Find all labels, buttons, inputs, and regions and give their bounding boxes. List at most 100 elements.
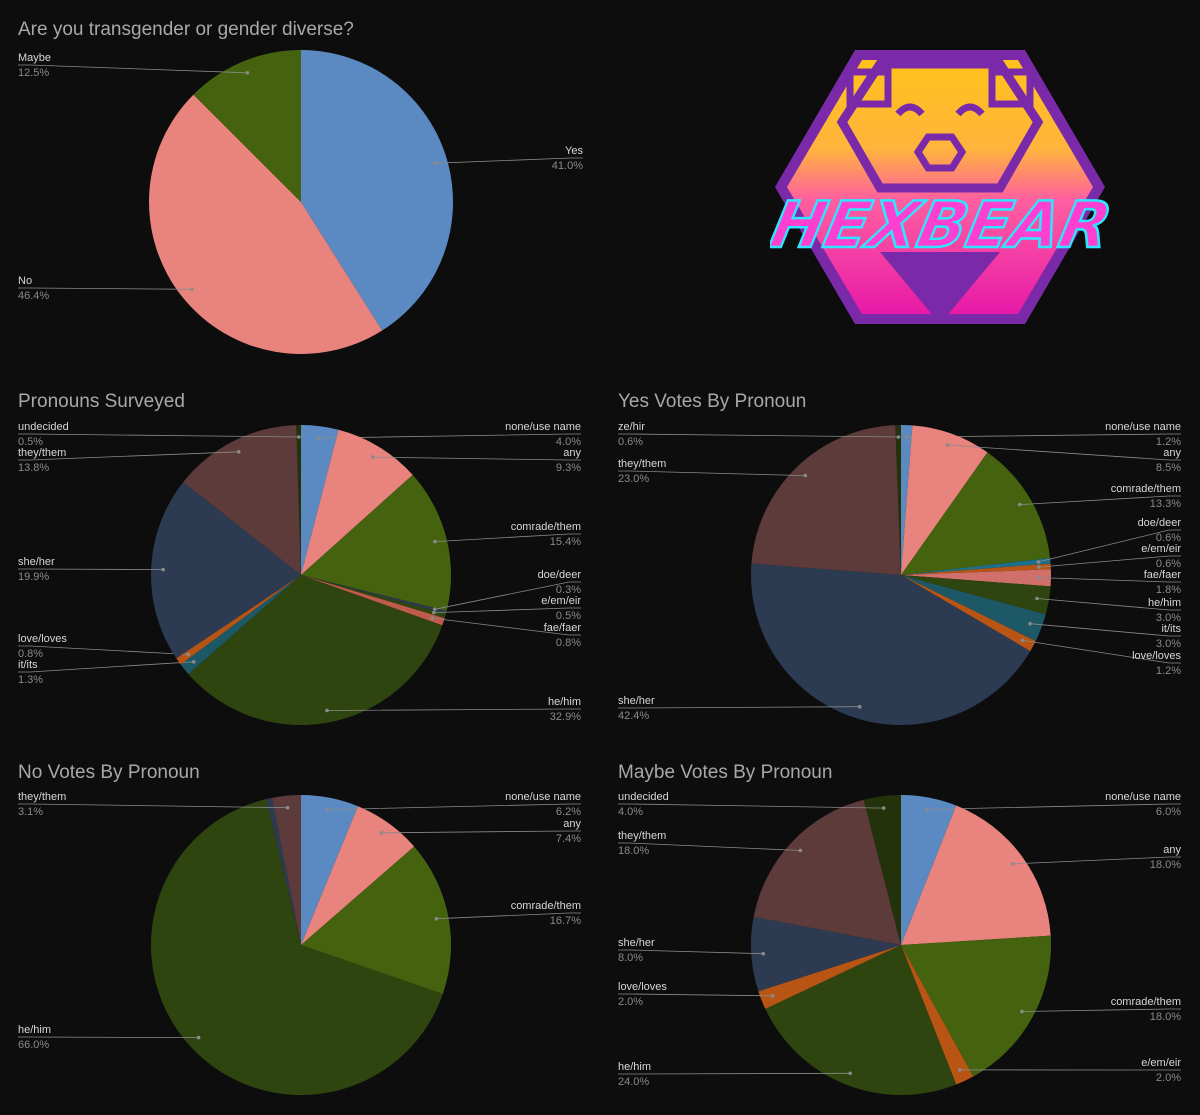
leader-line — [435, 157, 583, 164]
leader-line — [618, 993, 773, 997]
slice-label: Yes — [565, 145, 583, 157]
pie-slice-he-him — [150, 799, 443, 1096]
pie-slice-fae-faer — [901, 569, 1051, 587]
pie-slice-none-use-name — [301, 425, 339, 575]
leader-line — [1012, 856, 1181, 865]
leader-line — [618, 949, 764, 955]
slice-percent: 2.0% — [1156, 1072, 1181, 1084]
pie-slice-love-loves — [901, 575, 1036, 652]
slice-marker — [1020, 1009, 1024, 1014]
pie-slice-comrade-them — [901, 935, 1051, 1077]
slice-marker — [881, 806, 886, 810]
slice-label: she/her — [618, 937, 655, 949]
slice-label: any — [1163, 447, 1181, 459]
pie-slice-yes — [301, 50, 453, 331]
slice-percent: 6.0% — [1156, 806, 1181, 818]
pie-slice-he-him — [901, 575, 1051, 615]
slice-label: ze/hir — [618, 421, 645, 433]
leader-line — [318, 433, 581, 439]
leader-line — [432, 617, 581, 636]
hexbear-logo-text: HEXBEAR — [770, 189, 1110, 263]
slice-percent: 12.5% — [18, 67, 49, 79]
slice-percent: 8.0% — [618, 952, 643, 964]
slice-label: she/her — [18, 556, 55, 568]
pie-slice-any — [901, 805, 1051, 945]
slice-percent: 8.5% — [1156, 462, 1181, 474]
leader-line — [1038, 529, 1181, 563]
pie-slice-none-use-name — [901, 795, 957, 945]
pie-slice-love-loves — [176, 575, 301, 665]
slice-percent: 1.2% — [1156, 665, 1181, 677]
chart-transgender: Are you transgender or gender diverse? Ye… — [0, 0, 600, 372]
slice-percent: 0.8% — [556, 637, 581, 649]
pie-slice-they-them — [753, 799, 901, 945]
slice-percent: 6.2% — [556, 806, 581, 818]
slice-label: e/em/eir — [1141, 543, 1181, 555]
slice-marker — [770, 994, 775, 998]
slice-marker — [370, 455, 375, 459]
pie-slice-she-her — [751, 916, 901, 992]
slice-marker — [285, 805, 290, 810]
pie-slice-she-her — [150, 482, 301, 659]
chart-pronouns: Pronouns Surveyed none/use name 4.0% any 9.3… — [0, 372, 600, 744]
pie-slice-any — [301, 429, 413, 575]
leader-line — [18, 64, 248, 74]
leader-line — [381, 830, 581, 834]
slice-percent: 4.0% — [618, 806, 643, 818]
slice-percent: 0.6% — [1156, 532, 1181, 544]
slice-marker — [896, 435, 901, 439]
chart-yes-votes: Yes Votes By Pronoun none/use name 1.2% any… — [600, 372, 1200, 744]
slice-label: e/em/eir — [1141, 1057, 1181, 1069]
slice-label: he/him — [618, 1061, 651, 1073]
slice-label: doe/deer — [538, 569, 582, 581]
slice-label: comrade/them — [1111, 483, 1181, 495]
pie-slice-e-em-eir — [901, 563, 1051, 575]
pie-slice-comrade-them — [301, 474, 452, 611]
chart-no-votes: No Votes By Pronoun none/use name 6.2% any 7… — [0, 743, 600, 1115]
slice-marker — [325, 807, 330, 812]
slice-label: he/him — [18, 1024, 51, 1036]
slice-percent: 66.0% — [18, 1039, 49, 1051]
leader-line — [618, 1072, 851, 1075]
slice-percent: 23.0% — [618, 473, 649, 485]
slice-label: none/use name — [505, 791, 581, 803]
slice-percent: 32.9% — [550, 711, 581, 723]
slice-label: it/its — [18, 659, 38, 671]
leader-line — [906, 433, 1181, 438]
slice-percent: 0.8% — [18, 648, 43, 660]
slice-percent: 15.4% — [550, 536, 581, 548]
slice-percent: 2.0% — [618, 996, 643, 1008]
slice-percent: 7.4% — [556, 833, 581, 845]
pie-slice-none-use-name — [901, 425, 913, 575]
slice-marker — [1036, 560, 1041, 564]
chart-title: Yes Votes By Pronoun — [618, 391, 806, 412]
chart-no-votes-svg: No Votes By Pronoun none/use name 6.2%any 7… — [18, 762, 581, 1096]
slice-label: undecided — [618, 791, 669, 803]
slice-marker — [848, 1071, 852, 1076]
slice-label: e/em/eir — [541, 595, 581, 607]
leader-line — [1019, 495, 1181, 505]
slice-percent: 18.0% — [1150, 1011, 1181, 1023]
slice-percent: 16.7% — [550, 915, 581, 927]
leader-line — [18, 568, 164, 571]
slice-marker — [237, 450, 241, 454]
chart-title: Maybe Votes By Pronoun — [618, 762, 832, 783]
slice-label: none/use name — [505, 421, 581, 433]
slice-label: love/loves — [18, 633, 67, 645]
slice-label: undecided — [18, 421, 69, 433]
slice-label: love/loves — [618, 981, 667, 993]
slice-percent: 0.6% — [618, 436, 643, 448]
chart-pronouns-svg: Pronouns Surveyed none/use name 4.0%any 9.3… — [18, 391, 582, 725]
slice-label: fae/faer — [1144, 569, 1182, 581]
slice-label: she/her — [618, 695, 655, 707]
leader-line — [947, 444, 1181, 461]
leader-line — [327, 803, 581, 810]
slice-percent: 0.5% — [18, 436, 43, 448]
pie-slice-they-them — [271, 795, 301, 945]
slice-label: they/them — [18, 791, 66, 803]
leader-line — [18, 661, 194, 673]
slice-percent: 4.0% — [556, 436, 581, 448]
slice-percent: 18.0% — [1150, 859, 1181, 871]
leader-line — [1038, 577, 1181, 583]
slice-label: comrade/them — [1111, 996, 1181, 1008]
